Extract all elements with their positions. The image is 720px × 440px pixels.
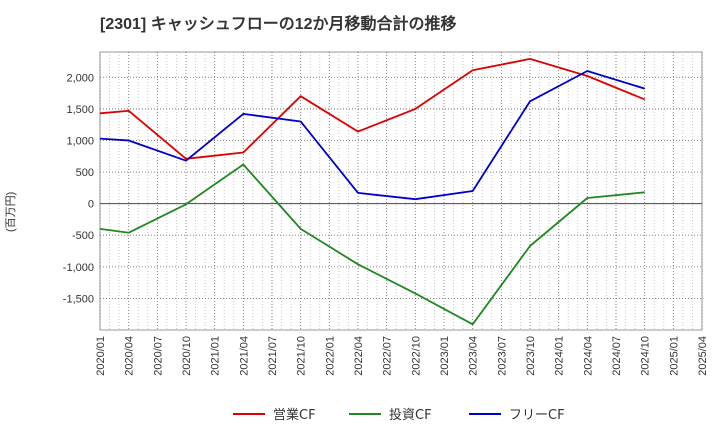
x-tick-label: 2023/04: [468, 336, 480, 376]
x-tick-label: 2023/10: [525, 336, 537, 376]
legend: 営業CF 投資CF フリーCF: [233, 407, 565, 423]
y-tick-label: -1,500: [63, 293, 94, 305]
grid-layer: [99, 51, 703, 331]
x-tick-label: 2022/10: [410, 336, 422, 376]
series-layer: [99, 58, 646, 326]
x-tick-label: 2020/01: [95, 336, 107, 376]
x-tick-label: 2024/10: [640, 336, 652, 376]
x-tick-labels: 2020/01 2020/04 2020/07 2020/10 2021/01 2021/…: [95, 336, 709, 376]
x-tick-label: 2020/04: [124, 336, 136, 376]
x-tick-label: 2022/04: [353, 336, 365, 376]
y-tick-label: 0: [88, 199, 94, 211]
x-tick-label: 2022/01: [324, 336, 336, 376]
series-line: [99, 163, 645, 326]
x-tick-label: 2024/04: [582, 336, 594, 376]
y-tick-labels: 2,000 1,500 1,000 500 0 -500 -1,000 -1,500: [63, 72, 94, 305]
x-tick-label: 2023/07: [496, 336, 508, 376]
legend-label: フリーCF: [509, 408, 565, 423]
x-tick-label: 2024/07: [611, 336, 623, 376]
x-tick-label: 2022/07: [382, 336, 394, 376]
x-tick-label: 2020/07: [152, 336, 164, 376]
x-tick-label: 2021/04: [238, 336, 250, 376]
x-tick-label: 2023/01: [439, 336, 451, 376]
series-line: [99, 58, 646, 160]
x-tick-label: 2020/10: [181, 336, 193, 376]
series-line: [99, 70, 645, 201]
x-tick-label: 2021/01: [210, 336, 222, 376]
y-tick-label: -500: [72, 230, 94, 242]
x-tick-label: 2021/10: [296, 336, 308, 376]
y-tick-label: -1,000: [63, 262, 94, 274]
x-tick-label: 2024/01: [554, 336, 566, 376]
y-tick-label: 500: [76, 167, 94, 179]
plot-frame: [99, 51, 703, 331]
legend-label: 営業CF: [273, 407, 316, 423]
x-tick-label: 2021/07: [267, 336, 279, 376]
legend-label: 投資CF: [389, 407, 432, 423]
x-tick-label: 2025/01: [668, 336, 680, 376]
chart-title: [2301] キャッシュフローの12か月移動合計の推移: [100, 16, 457, 33]
y-tick-label: 2,000: [66, 72, 94, 84]
y-tick-label: 1,000: [66, 135, 94, 147]
y-tick-label: 1,500: [66, 104, 94, 116]
x-tick-label: 2025/04: [697, 336, 709, 376]
